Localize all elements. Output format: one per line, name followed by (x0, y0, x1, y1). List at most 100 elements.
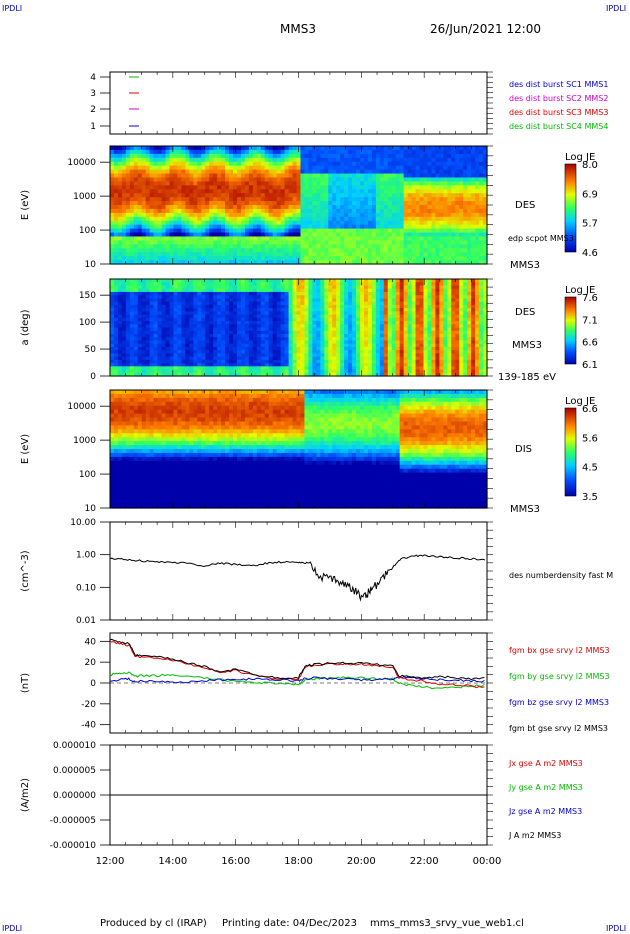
des-pa-cell (292, 308, 298, 312)
des-energy-cell (280, 220, 286, 226)
des-pa-cell (276, 350, 282, 354)
des-pa-cell (387, 317, 393, 322)
des-pa-cell (367, 282, 373, 287)
des-energy-cell (403, 248, 409, 253)
des-energy-cell (471, 252, 476, 257)
des-pa-cell (324, 279, 329, 283)
des-pa-cell (316, 363, 321, 367)
des-pa-cell (185, 350, 190, 354)
des-pa-cell (133, 366, 139, 371)
des-pa-cell (129, 308, 135, 312)
des-energy-cell (133, 165, 139, 171)
des-pa-cell (213, 330, 218, 335)
des-energy-cell (304, 153, 310, 159)
des-pa-cell (256, 321, 262, 325)
des-energy-cell (296, 146, 302, 151)
des-energy-cell (229, 201, 234, 206)
des-pa-cell (304, 356, 310, 361)
des-pa-cell (221, 298, 226, 303)
des-energy-cell (447, 205, 452, 210)
des-pa-cell (149, 285, 155, 290)
des-pa-cell (288, 301, 294, 306)
des-pa-cell (185, 359, 190, 364)
des-pa-cell (244, 285, 250, 290)
des-pa-cell (129, 353, 135, 358)
des-pa-cell (225, 346, 230, 351)
des-energy-cell (479, 193, 484, 198)
des-energy-cell (395, 185, 401, 190)
des-pa-cell (383, 288, 389, 293)
des-pa-cell (328, 279, 333, 283)
des-pa-cell (193, 363, 198, 367)
des-pa-cell (185, 369, 190, 374)
des-energy-cell (169, 146, 175, 151)
des-pa-cell (328, 346, 333, 351)
des-energy-cell (272, 189, 278, 194)
des-pa-cell (256, 372, 262, 377)
des-energy-cell (439, 228, 444, 234)
des-pa-cell (304, 317, 310, 322)
des-pa-cell (157, 369, 163, 374)
des-pa-cell (193, 324, 198, 329)
des-pa-cell (133, 321, 139, 325)
des-pa-cell (117, 356, 123, 361)
des-energy-cell (276, 256, 282, 261)
des-pa-cell (141, 282, 147, 287)
des-energy-cell (153, 236, 159, 241)
des-energy-cell (399, 185, 405, 190)
des-energy-cell (367, 220, 373, 226)
des-pa-cell (209, 304, 214, 309)
des-energy-cell (419, 224, 425, 230)
des-pa-cell (229, 298, 234, 303)
des-energy-cell (256, 224, 262, 230)
des-pa-cell (375, 350, 381, 354)
des-pa-cell (256, 363, 262, 367)
des-pa-cell (233, 366, 238, 371)
des-energy-cell (201, 212, 206, 218)
des-energy-cell (332, 181, 337, 186)
des-pa-cell (324, 311, 329, 316)
des-pa-cell (201, 343, 206, 348)
des-energy-cell (161, 220, 167, 226)
des-pa-cell (185, 324, 190, 329)
des-energy-cell (173, 146, 179, 151)
des-pa-cell (125, 353, 131, 358)
des-pa-cell (205, 285, 210, 290)
des-energy-cell (296, 177, 302, 182)
des-energy-cell (300, 157, 306, 163)
des-pa-cell (288, 308, 294, 312)
des-energy-cell (316, 205, 321, 210)
des-pa-cell (264, 285, 270, 290)
des-energy-cell (411, 232, 417, 238)
des-energy-cell (475, 244, 480, 249)
des-pa-cell (233, 346, 238, 351)
des-pa-cell (316, 366, 321, 371)
des-energy-cell (324, 169, 329, 175)
des-energy-cell (268, 181, 274, 186)
des-energy-cell (363, 240, 369, 245)
des-energy-cell (443, 228, 448, 234)
des-energy-cell (312, 224, 317, 230)
des-energy-cell (328, 252, 333, 257)
des-energy-cell (205, 244, 210, 249)
des-energy-cell (161, 244, 167, 249)
des-pa-cell (375, 337, 381, 342)
des-pa-cell (181, 330, 186, 335)
des-pa-cell (371, 279, 377, 283)
des-pa-cell (383, 340, 389, 345)
des-energy-cell (455, 236, 460, 241)
des-energy-cell (217, 236, 222, 241)
des-energy-cell (280, 153, 286, 159)
des-pa-cell (387, 321, 393, 325)
des-energy-cell (177, 189, 183, 194)
des-pa-cell (225, 350, 230, 354)
des-energy-cell (459, 165, 464, 171)
des-pa-cell (332, 298, 337, 303)
des-pa-cell (284, 359, 290, 364)
des-pa-cell (363, 298, 369, 303)
des-energy-cell (443, 146, 448, 151)
des-pa-cell (383, 291, 389, 296)
des-pa-cell (197, 330, 202, 335)
des-energy-cell (149, 193, 155, 198)
des-pa-cell (217, 291, 222, 296)
